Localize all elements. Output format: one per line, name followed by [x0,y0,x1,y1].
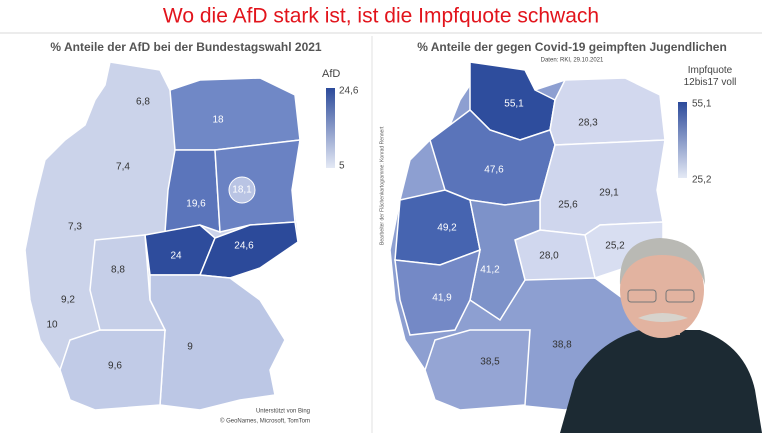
region-shape [214,139,301,233]
region-label: 38,8 [552,340,572,351]
region-label: 24 [170,251,182,262]
moustache [638,313,688,322]
shirt [560,330,762,433]
face [620,242,704,338]
credit: © GeoNames, Microsoft, TomTom [220,418,310,425]
region-label: 28,0 [539,251,559,262]
region-label: 9,2 [61,295,75,306]
region-label: 18,1 [232,185,252,196]
side-note: Bearbeiter der Flächenkartogramme: Konra… [379,126,385,245]
region-label: 9,6 [108,361,122,372]
region-label: 19,6 [186,199,206,210]
region-label: 38,5 [480,357,500,368]
glasses [627,289,657,303]
region-label: 28,3 [578,118,598,129]
legend-max: 55,1 [692,99,712,110]
legend-title: AfD [322,68,340,80]
hair [619,238,705,285]
region-label: 18 [212,115,224,126]
region-shape [394,248,482,336]
legend-bar [326,88,335,168]
region-label: 8,8 [111,265,125,276]
region-label: 55,1 [504,99,524,110]
region-label: 41,9 [432,293,452,304]
region-label: 41,2 [480,265,500,276]
region-label: 24,6 [234,241,254,252]
map-title: % Anteile der AfD bei der Bundestagswahl… [50,40,322,54]
region-shape [59,329,166,411]
region-shape [424,329,531,411]
region-label: 29,1 [599,188,619,199]
glasses [665,289,695,303]
legend-bar [678,102,687,178]
legend-title: Impfquote 12bis17 voll [683,65,737,88]
region-label: 7,3 [68,222,82,233]
region-shape [89,234,167,331]
legend-min: 25,2 [692,175,712,186]
page-title: Wo die AfD stark ist, ist die Impfquote … [163,5,599,28]
region-label: 7,4 [116,162,130,173]
region-shape [164,149,221,234]
region-label: 10 [46,320,58,331]
region-label: 25,2 [605,241,625,252]
region-label: 47,6 [484,165,504,176]
region-shape [228,176,256,204]
region-label: 25,6 [558,200,578,211]
legend-min: 5 [339,161,345,172]
legend-max: 24,6 [339,86,359,97]
region-label: 9 [187,342,193,353]
region-shape [169,77,301,151]
speaker-video [560,238,762,433]
region-label: 6,8 [136,97,150,108]
map-title: % Anteile der gegen Covid-19 geimpften J… [417,40,727,54]
legend-title-box: Impfquote 12bis17 voll [683,65,737,88]
map-afd [24,61,335,411]
region-label: 49,2 [437,223,457,234]
map-impf [389,61,687,411]
credit: Unterstützt von Bing [256,409,310,415]
map-subtitle: Daten: RKI, 29.10.2021 [541,58,604,64]
